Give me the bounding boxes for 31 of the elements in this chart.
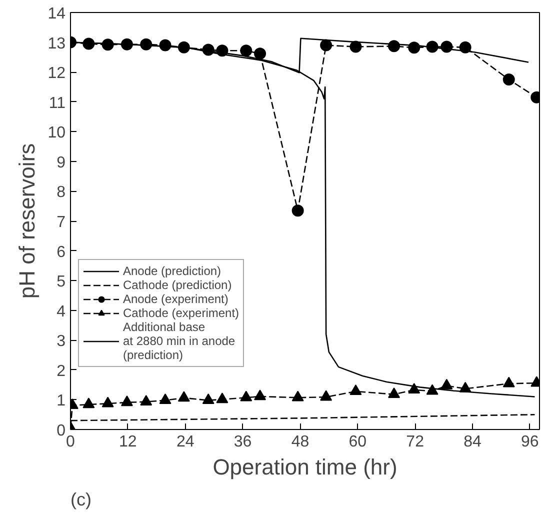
x-axis-title: Operation time (hr) [212, 454, 398, 480]
y-tick-label: 5 [56, 274, 66, 291]
y-tick-label: 0 [56, 422, 66, 440]
x-tick-label: 12 [119, 434, 137, 450]
x-tick-label: 60 [348, 434, 367, 450]
y-tick-label: 7 [56, 214, 66, 231]
y-tick-label: 14 [48, 6, 66, 22]
text: (c) [70, 490, 92, 510]
y-tick-label: 13 [48, 35, 66, 52]
x-tick-label: 36 [234, 434, 252, 450]
y-tick-label: 3 [56, 333, 66, 350]
y-tick-label: 1 [56, 392, 66, 410]
y-tick-label: 11 [48, 94, 66, 112]
y-tick-label: 9 [56, 154, 66, 172]
y-tick-label: 2 [56, 362, 66, 380]
y-axis-title: pH of reservoirs [14, 143, 40, 299]
x-tick-label: 96 [521, 434, 539, 450]
x-tick-label: 84 [464, 434, 482, 450]
legend-label: Anode (prediction) [123, 264, 222, 278]
y-tick-label: 6 [56, 244, 66, 261]
x-tick-label: 24 [176, 434, 194, 450]
y-tick-label: 8 [56, 184, 66, 202]
y-tick-label: 10 [48, 124, 66, 142]
legend-label: Anode (experiment) [123, 292, 228, 306]
legend-label: Cathode (prediction) [123, 278, 232, 292]
x-tick-label: 48 [291, 434, 310, 450]
y-tick-label: 12 [48, 65, 66, 82]
legend-label: Additional base at 2880 min in anode (prediction) [123, 320, 236, 362]
x-tick-label: 72 [406, 434, 424, 450]
y-tick-label: 4 [56, 303, 66, 320]
legend-label: Cathode (experiment) [123, 306, 240, 320]
